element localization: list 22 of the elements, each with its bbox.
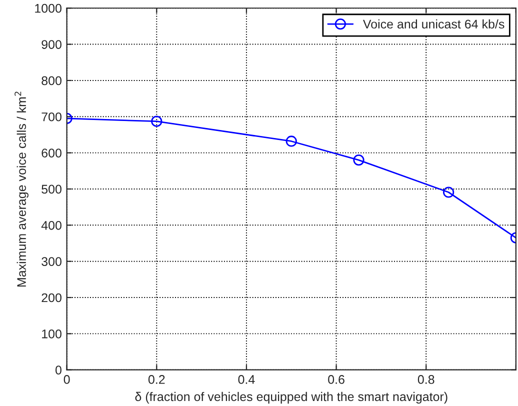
point xyxy=(151,116,162,127)
y-tick-label: 1000 xyxy=(35,4,62,13)
y-tick-label: 900 xyxy=(42,40,62,49)
y-axis-title: Maximum average voice calls / km$^{2}$ xyxy=(14,92,28,287)
y-tick-label: 800 xyxy=(42,76,62,86)
y-tick-label: 300 xyxy=(42,257,62,266)
y-tick-label: 700 xyxy=(42,112,62,122)
y-tick-label: 100 xyxy=(42,329,62,338)
x-tick-label: 0.6 xyxy=(328,375,344,384)
x-tick-label: 0 xyxy=(64,375,70,384)
x-tick-label: 0.8 xyxy=(418,375,434,384)
y-tick-label: 0 xyxy=(56,366,62,375)
x-axis-title: δ (fraction of vehicles equipped with the smart navigator) xyxy=(135,392,448,404)
legend-label: Voice and unicast 64 kb/s xyxy=(362,19,504,29)
y-tick-label: 200 xyxy=(42,293,62,302)
point xyxy=(353,154,364,166)
y-tick-label: 400 xyxy=(41,220,62,230)
y-tick-label: 500 xyxy=(42,184,62,194)
point xyxy=(286,136,297,147)
x-tick-label: 0.4 xyxy=(238,375,255,384)
x-tick-label: 0.2 xyxy=(148,375,165,384)
y-tick-label: 600 xyxy=(42,148,62,158)
